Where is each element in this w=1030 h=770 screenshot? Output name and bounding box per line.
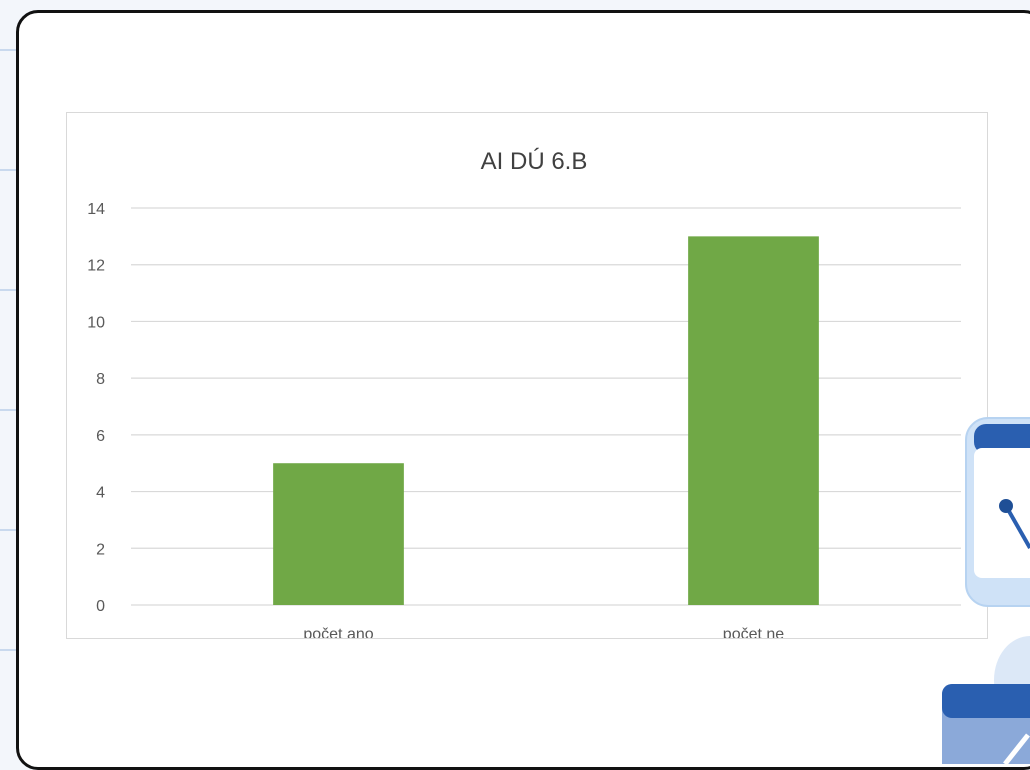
y-tick-label: 6 [96,428,105,445]
y-tick-label: 0 [96,598,105,615]
y-tick-label: 4 [96,485,105,502]
bar-chart: AI DÚ 6.B 0 2 4 6 8 10 12 14 počet ano počet ne [87,148,961,643]
x-axis-labels: počet ano počet ne [303,626,784,643]
y-tick-label: 10 [87,314,105,331]
x-category-label: počet ano [303,626,373,638]
y-tick-label: 14 [87,201,105,218]
bars [273,236,819,605]
chart-frame: AI DÚ 6.B 0 2 4 6 8 10 12 14 počet ano počet ne [66,112,988,643]
y-tick-label: 2 [96,541,105,558]
bar-1 [273,463,404,605]
y-axis-ticks: 0 2 4 6 8 10 12 14 [87,201,105,615]
y-tick-label: 12 [87,258,105,275]
gridlines [131,207,961,606]
bar-2 [688,236,819,605]
y-tick-label: 8 [96,371,105,388]
chart-title: AI DÚ 6.B [481,148,588,175]
x-category-label: počet ne [723,626,784,638]
